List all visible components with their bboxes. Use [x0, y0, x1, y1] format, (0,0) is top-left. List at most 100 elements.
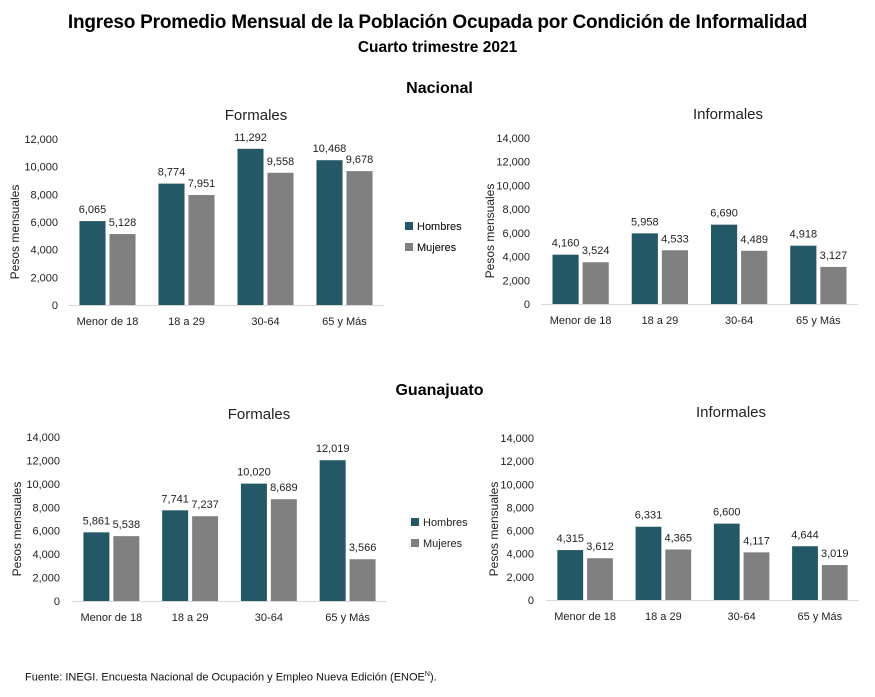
legend-swatch-mujeres: [411, 539, 419, 547]
legend-label-hombres: Hombres: [417, 221, 462, 233]
y-tick-label: 2,000: [502, 275, 530, 287]
x-tick-label: 65 y Más: [322, 316, 367, 328]
bar-mujeres: [587, 558, 613, 600]
data-label: 6,690: [710, 208, 738, 220]
data-label: 5,861: [83, 515, 111, 527]
bar-mujeres: [741, 250, 768, 304]
data-label: 3,566: [349, 542, 377, 554]
legend-swatch-mujeres: [405, 243, 413, 251]
bar-hombres: [710, 224, 738, 304]
data-label: 11,292: [234, 132, 267, 144]
x-tick-label: 65 y Más: [796, 315, 841, 327]
bar-mujeres: [665, 549, 692, 600]
y-tick-label: 0: [528, 595, 534, 607]
y-tick-label: 4,000: [502, 252, 530, 264]
y-axis-label: Pesos mensuales: [10, 482, 24, 577]
x-tick-label: 30-64: [251, 316, 279, 328]
data-label: 4,533: [661, 233, 689, 245]
bar-hombres: [552, 254, 579, 304]
bar-mujeres: [821, 565, 848, 600]
y-tick-label: 2,000: [30, 272, 58, 284]
bar-hombres: [631, 233, 658, 304]
data-label: 8,774: [158, 167, 186, 179]
y-tick-label: 12,000: [26, 455, 60, 467]
data-label: 3,612: [586, 541, 614, 553]
source-superscript: N: [424, 671, 430, 678]
data-label: 7,741: [161, 493, 189, 505]
page-subtitle: Cuarto trimestre 2021: [357, 39, 518, 56]
data-label: 5,958: [631, 216, 659, 228]
legend-swatch-hombres: [405, 222, 413, 230]
bar-mujeres: [109, 234, 136, 305]
data-label: 4,644: [791, 529, 819, 541]
x-tick-label: Menor de 18: [554, 611, 616, 623]
chart-title: Informales: [696, 404, 766, 421]
data-label: 6,065: [79, 204, 107, 216]
x-tick-label: 30-64: [255, 612, 283, 624]
y-tick-label: 14,000: [496, 133, 530, 145]
y-tick-label: 14,000: [26, 432, 60, 444]
page-title: Ingreso Promedio Mensual de la Población…: [67, 12, 808, 33]
chart-title: Formales: [225, 107, 288, 124]
bar-hombres: [162, 510, 189, 601]
source-text: Fuente: INEGI. Encuesta Nacional de Ocup…: [25, 671, 425, 684]
bar-hombres: [316, 160, 343, 305]
source-text-end: ).: [429, 671, 437, 684]
y-tick-label: 0: [524, 299, 530, 311]
bar-hombres: [319, 460, 346, 601]
y-tick-label: 10,000: [496, 180, 530, 192]
y-tick-label: 0: [54, 596, 60, 608]
x-tick-label: 30-64: [725, 315, 753, 327]
data-label: 7,951: [188, 178, 216, 190]
y-tick-label: 2,000: [506, 572, 534, 584]
data-label: 4,489: [740, 234, 768, 246]
data-label: 9,558: [267, 156, 295, 168]
data-label: 10,020: [237, 467, 271, 479]
legend-label-mujeres: Mujeres: [417, 242, 457, 254]
data-label: 4,918: [790, 229, 818, 241]
bar-mujeres: [743, 552, 770, 600]
data-label: 3,524: [582, 245, 610, 257]
y-axis-label: Pesos mensuales: [8, 185, 22, 280]
x-tick-label: 18 a 29: [645, 611, 682, 623]
section-title-guanajuato: Guanajuato: [395, 382, 484, 399]
bar-mujeres: [267, 172, 294, 305]
data-label: 4,365: [664, 532, 692, 544]
legend-label-mujeres: Mujeres: [423, 538, 463, 550]
y-tick-label: 8,000: [32, 502, 60, 514]
source-note: Fuente: INEGI. Encuesta Nacional de Ocup…: [25, 671, 437, 684]
bar-hombres: [790, 245, 817, 304]
bar-hombres: [557, 550, 584, 600]
y-tick-label: 8,000: [506, 502, 534, 514]
chart-title: Informales: [693, 106, 763, 123]
legend-label-mujeres: Mujeres: [417, 242, 457, 254]
data-label: 9,678: [346, 154, 374, 166]
data-label: 4,160: [552, 238, 580, 250]
bar-mujeres: [582, 262, 609, 304]
y-tick-label: 14,000: [500, 433, 534, 445]
y-tick-label: 0: [52, 300, 58, 312]
data-label: 12,019: [316, 443, 350, 455]
bar-hombres: [79, 221, 106, 305]
y-tick-label: 6,000: [30, 217, 58, 229]
bar-hombres: [792, 546, 818, 600]
y-tick-label: 12,000: [24, 134, 58, 146]
data-label: 3,127: [820, 250, 848, 262]
bar-hombres: [83, 532, 110, 601]
data-label: 10,468: [313, 143, 347, 155]
data-label: 4,117: [743, 535, 770, 547]
bar-mujeres: [188, 195, 215, 305]
bar-mujeres: [349, 559, 376, 601]
data-label: 7,237: [191, 499, 219, 511]
y-tick-label: 12,000: [500, 456, 534, 468]
y-tick-label: 6,000: [32, 526, 60, 538]
x-tick-label: Menor de 18: [80, 612, 142, 624]
y-tick-label: 4,000: [506, 549, 534, 561]
y-tick-label: 6,000: [502, 228, 530, 240]
x-tick-label: 30-64: [728, 611, 756, 623]
bar-hombres: [635, 526, 662, 600]
y-tick-label: 4,000: [32, 549, 60, 561]
y-tick-label: 6,000: [506, 526, 534, 538]
x-tick-label: 18 a 29: [168, 316, 205, 328]
